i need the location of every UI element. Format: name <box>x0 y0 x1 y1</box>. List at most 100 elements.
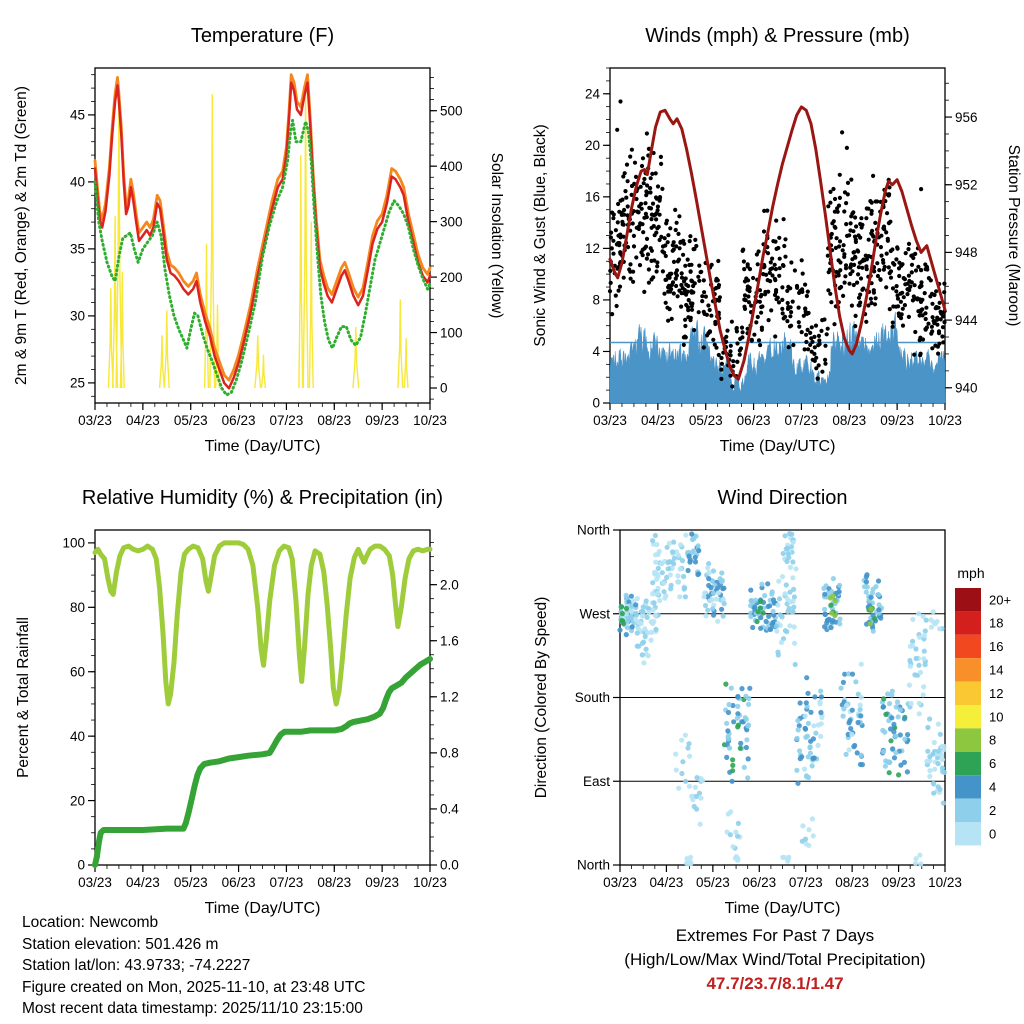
gust-dot <box>817 338 822 343</box>
colorbar-label: 20+ <box>989 592 1011 607</box>
gust-dot <box>916 264 921 269</box>
x-tick-label: 05/23 <box>174 413 208 428</box>
y-tick-label: 952 <box>955 177 978 192</box>
rh-series <box>92 540 433 868</box>
gust-dot <box>812 345 817 350</box>
wind-dir-dot <box>886 701 893 707</box>
gust-dot <box>869 200 874 205</box>
gust-dot <box>618 99 623 104</box>
gust-dot <box>780 297 785 302</box>
gust-dot <box>898 299 903 304</box>
gust-dot <box>934 289 939 294</box>
gust-dot <box>669 316 674 321</box>
wind-dir-dot <box>655 565 661 571</box>
series-solar-spike <box>308 221 314 389</box>
wind-dir-dot <box>784 558 790 565</box>
gust-dot <box>681 342 686 347</box>
gust-dot <box>836 273 841 278</box>
gust-dot <box>901 276 906 281</box>
gust-dot <box>936 351 941 356</box>
gust-dot <box>646 267 651 272</box>
wind-dir-dot <box>630 598 636 604</box>
gust-dot <box>803 282 808 287</box>
gust-dot <box>826 204 831 209</box>
gust-dot <box>772 262 777 267</box>
wind-dir-dot <box>813 730 819 736</box>
gust-dot <box>800 271 805 276</box>
y-tick-label: 944 <box>955 313 978 328</box>
gust-dot <box>925 267 930 272</box>
gust-dot <box>785 288 790 293</box>
wind-dir-dot <box>830 593 836 599</box>
wind-dir-dot <box>730 768 736 774</box>
wind-dir-dot <box>748 587 754 593</box>
colorbar-label: 18 <box>989 616 1003 631</box>
gust-dot <box>841 243 846 248</box>
gust-dot <box>642 215 647 220</box>
gust-dot <box>645 183 650 188</box>
wind-dir-dot <box>935 761 941 767</box>
wind-dir-dot <box>802 726 809 732</box>
gust-dot <box>873 296 878 301</box>
wind-dir-dot <box>849 671 856 677</box>
y-tick-label: 0.4 <box>440 802 459 817</box>
gust-dot <box>917 313 922 318</box>
gust-dot <box>940 325 946 330</box>
gust-dot <box>609 246 614 251</box>
gust-dot <box>671 259 677 264</box>
wind-dir-dot <box>842 671 848 677</box>
gust-dot <box>614 242 619 247</box>
gust-dot <box>884 285 889 290</box>
gust-dot <box>702 311 707 316</box>
gust-dot <box>701 345 706 350</box>
wind-dir-dot <box>875 578 882 584</box>
gust-dot <box>762 208 767 213</box>
series-solar-spike <box>298 155 304 389</box>
gust-dot <box>655 264 660 269</box>
wind-dir-dot <box>847 717 853 724</box>
wind-dir-dot <box>922 628 928 634</box>
gust-dot <box>890 247 895 252</box>
wind-dir-dot <box>829 589 835 595</box>
gust-dot <box>912 352 917 357</box>
gust-dot <box>941 340 946 345</box>
y-axis-title-right: Station Pressure (Maroon) <box>1005 145 1022 327</box>
gust-dot <box>828 291 833 296</box>
gust-dot <box>624 162 630 167</box>
gust-dot <box>655 208 660 213</box>
gust-dot <box>634 255 639 260</box>
gust-dot <box>853 254 858 259</box>
wind-dir-dot <box>849 707 855 713</box>
wind-dir-dot <box>720 597 726 603</box>
gust-dot <box>728 353 733 358</box>
gust-dot <box>707 329 712 334</box>
wind-dir-dot <box>735 711 741 717</box>
gust-dot <box>738 346 744 351</box>
wind-dir-dot <box>870 628 876 634</box>
gust-dot <box>858 292 863 297</box>
series-solar-spike <box>163 310 170 389</box>
gust-dot <box>792 268 797 273</box>
gust-dot <box>929 291 935 296</box>
y-tick-label: 100 <box>440 325 463 340</box>
wind-dir-dot <box>803 841 809 847</box>
wind-dir-dot <box>858 713 864 719</box>
wind-dir-dot <box>719 570 725 576</box>
wind-dir-dot <box>769 591 775 597</box>
temperature-axes: 03/23 04/23 05/23 06/23 07/23 08/23 09/23 10/23… <box>70 67 463 428</box>
gust-dot <box>649 217 654 222</box>
gust-dot <box>645 252 651 257</box>
colorbar-title: mph <box>957 565 984 581</box>
gust-dot <box>812 351 817 356</box>
gust-dot <box>682 241 687 246</box>
gust-dot <box>746 300 752 305</box>
gust-dot <box>640 156 646 161</box>
gust-dot <box>845 233 850 238</box>
y-tick-label: North <box>577 523 610 538</box>
gust-dot <box>657 212 662 217</box>
gust-dot <box>841 293 846 298</box>
panel-winds-pressure: 03/23 04/23 05/23 06/23 07/23 08/23 09/23 10/23… <box>512 6 1024 481</box>
gust-dot <box>620 197 625 202</box>
gust-dot <box>731 359 736 364</box>
colorbar-label: 2 <box>989 803 996 818</box>
